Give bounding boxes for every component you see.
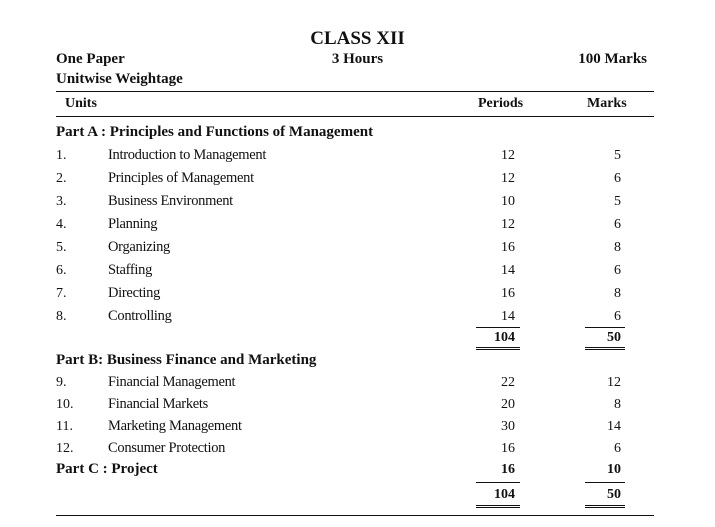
col-header-marks: Marks xyxy=(587,96,627,111)
unit-name: Business Environment xyxy=(108,193,233,209)
unit-name: Principles of Management xyxy=(108,170,254,186)
grand-total-bottom-rule-periods xyxy=(476,505,520,506)
unit-marks: 6 xyxy=(614,171,621,186)
unit-marks: 5 xyxy=(614,194,621,209)
unit-number: 1. xyxy=(56,148,67,163)
unit-name: Directing xyxy=(108,285,161,301)
unit-marks: 8 xyxy=(614,240,621,255)
unit-name: Consumer Protection xyxy=(108,440,226,456)
part-c-marks: 10 xyxy=(607,462,621,477)
subtotal-top-rule-marks xyxy=(585,327,625,328)
unit-marks: 8 xyxy=(614,286,621,301)
unit-periods: 16 xyxy=(501,441,515,456)
subtotal-bottom-rule-periods xyxy=(476,347,520,348)
unit-number: 2. xyxy=(56,171,67,186)
unit-periods: 22 xyxy=(501,375,515,390)
unit-periods: 10 xyxy=(501,194,515,209)
document-title: CLASS XII xyxy=(310,28,405,49)
unit-periods: 12 xyxy=(501,171,515,186)
unit-name: Controlling xyxy=(108,308,172,324)
unit-number: 6. xyxy=(56,263,67,278)
unit-periods: 16 xyxy=(501,286,515,301)
unit-marks: 8 xyxy=(614,397,621,412)
unit-periods: 30 xyxy=(501,419,515,434)
exam-duration: 3 Hours xyxy=(331,51,384,67)
weightage-label: Unitwise Weightage xyxy=(56,71,183,87)
unit-marks: 6 xyxy=(614,217,621,232)
paper-count: One Paper xyxy=(56,51,125,67)
grand-total-marks: 50 xyxy=(607,487,621,502)
total-marks: 100 Marks xyxy=(578,51,647,67)
unit-name: Staffing xyxy=(108,262,153,278)
unit-number: 10. xyxy=(56,397,74,412)
unit-name: Financial Management xyxy=(108,374,236,390)
unit-number: 3. xyxy=(56,194,67,209)
unit-number: 9. xyxy=(56,375,67,390)
unit-periods: 20 xyxy=(501,397,515,412)
part-a-title: Part A : Principles and Functions of Man… xyxy=(56,124,374,140)
unit-name: Marketing Management xyxy=(108,418,242,434)
unit-number: 8. xyxy=(56,309,67,324)
grand-total-top-rule-marks xyxy=(585,482,625,483)
unit-marks: 12 xyxy=(607,375,621,390)
grand-total-double-rule-periods xyxy=(476,507,520,508)
table-bottom-rule xyxy=(56,515,654,516)
part-a-total-marks: 50 xyxy=(607,330,621,345)
unit-marks: 6 xyxy=(614,309,621,324)
grand-total-periods: 104 xyxy=(494,487,515,502)
unit-periods: 16 xyxy=(501,240,515,255)
unit-number: 12. xyxy=(56,441,74,456)
part-a-total-periods: 104 xyxy=(494,330,515,345)
unit-number: 11. xyxy=(56,419,73,434)
unit-name: Financial Markets xyxy=(108,396,208,412)
unit-marks: 6 xyxy=(614,263,621,278)
col-header-units: Units xyxy=(65,96,97,111)
unit-name: Organizing xyxy=(108,239,170,255)
header-bottom-rule xyxy=(56,116,654,117)
part-b-title: Part B: Business Finance and Marketing xyxy=(56,352,317,368)
unit-name: Planning xyxy=(108,216,158,232)
unit-periods: 14 xyxy=(501,309,515,324)
unit-number: 4. xyxy=(56,217,67,232)
subtotal-top-rule-periods xyxy=(476,327,520,328)
unit-number: 5. xyxy=(56,240,67,255)
part-c-periods: 16 xyxy=(501,462,515,477)
subtotal-bottom-rule-marks xyxy=(585,347,625,348)
header-top-rule xyxy=(56,91,654,92)
grand-total-top-rule-periods xyxy=(476,482,520,483)
unit-periods: 12 xyxy=(501,217,515,232)
subtotal-double-rule-periods xyxy=(476,349,520,350)
unit-number: 7. xyxy=(56,286,67,301)
unit-marks: 6 xyxy=(614,441,621,456)
subtotal-double-rule-marks xyxy=(585,349,625,350)
unit-marks: 5 xyxy=(614,148,621,163)
col-header-periods: Periods xyxy=(478,96,524,111)
unit-periods: 12 xyxy=(501,148,515,163)
unit-name: Introduction to Management xyxy=(108,147,267,163)
part-c-title: Part C : Project xyxy=(56,461,158,477)
grand-total-bottom-rule-marks xyxy=(585,505,625,506)
unit-marks: 14 xyxy=(607,419,621,434)
grand-total-double-rule-marks xyxy=(585,507,625,508)
unit-periods: 14 xyxy=(501,263,515,278)
